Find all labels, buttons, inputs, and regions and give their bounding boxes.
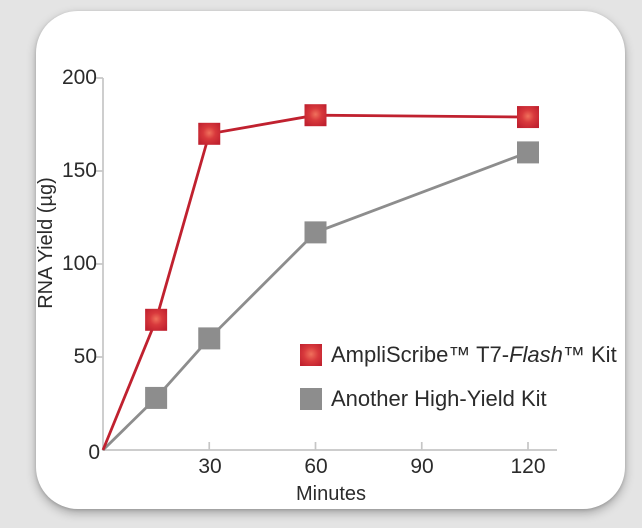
legend-label-other-kit: Another High-Yield Kit bbox=[331, 386, 547, 411]
y-tick-label-200: 200 bbox=[61, 66, 97, 89]
y-tick-label-100: 100 bbox=[61, 252, 97, 275]
legend-label-suffix: ™ Kit bbox=[562, 342, 617, 367]
ampliscribe-kit-marker-120min bbox=[517, 106, 539, 129]
x-tick-label-90: 90 bbox=[410, 455, 434, 478]
chart-card bbox=[36, 11, 625, 509]
legend-label-ampliscribe-kit: AmpliScribe™ T7-Flash™ Kit bbox=[331, 343, 617, 367]
legend-label-prefix: AmpliScribe™ T7- bbox=[331, 342, 510, 367]
x-axis-title: Minutes bbox=[295, 483, 367, 505]
origin-tick-label: 0 bbox=[88, 441, 100, 464]
x-tick-label-30: 30 bbox=[198, 455, 222, 478]
other-kit-marker-15min bbox=[145, 386, 168, 409]
legend-swatch-ampliscribe-kit bbox=[300, 344, 322, 366]
ampliscribe-kit-marker-15min bbox=[145, 308, 168, 331]
other-kit-marker-60min bbox=[304, 221, 327, 244]
other-kit-marker-30min bbox=[198, 327, 221, 350]
legend-label-italic-word: Flash bbox=[509, 342, 563, 367]
y-tick-label-150: 150 bbox=[61, 159, 97, 182]
other-kit-marker-120min bbox=[517, 141, 539, 164]
ampliscribe-kit-marker-30min bbox=[198, 122, 221, 145]
legend-swatch-other-kit bbox=[300, 388, 322, 410]
y-tick-label-50: 50 bbox=[73, 345, 97, 368]
ampliscribe-kit-marker-60min bbox=[304, 104, 327, 127]
x-tick-label-60: 60 bbox=[304, 455, 328, 478]
x-tick-label-120: 120 bbox=[510, 455, 546, 478]
